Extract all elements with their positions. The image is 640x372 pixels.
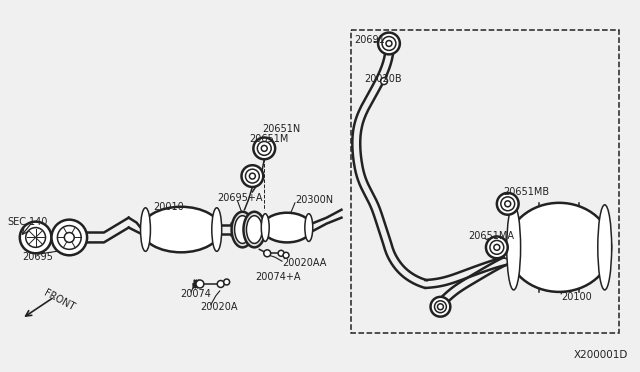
Text: FRONT: FRONT — [42, 288, 76, 312]
Ellipse shape — [212, 208, 221, 251]
Circle shape — [20, 222, 51, 253]
Ellipse shape — [261, 214, 269, 241]
Ellipse shape — [141, 207, 221, 252]
Circle shape — [241, 165, 263, 187]
Text: 20074: 20074 — [180, 289, 211, 299]
Text: SEC.140: SEC.140 — [7, 217, 47, 227]
Circle shape — [246, 169, 259, 183]
Text: 20651N: 20651N — [262, 124, 301, 134]
Circle shape — [501, 197, 515, 211]
Circle shape — [486, 237, 508, 258]
Text: 20020AA: 20020AA — [282, 258, 326, 268]
Circle shape — [497, 193, 518, 215]
Ellipse shape — [507, 205, 520, 290]
Ellipse shape — [243, 212, 265, 247]
Ellipse shape — [232, 212, 253, 247]
Circle shape — [26, 228, 45, 247]
Circle shape — [51, 219, 87, 255]
Ellipse shape — [508, 203, 611, 292]
Circle shape — [382, 36, 396, 51]
Circle shape — [431, 297, 451, 317]
Circle shape — [261, 145, 268, 151]
Text: 20651MA: 20651MA — [468, 231, 514, 241]
Text: 20651M: 20651M — [250, 135, 289, 144]
Bar — [351, 30, 619, 333]
Ellipse shape — [235, 216, 250, 243]
Circle shape — [438, 304, 444, 310]
Circle shape — [253, 138, 275, 159]
Ellipse shape — [141, 208, 150, 251]
Ellipse shape — [262, 213, 312, 243]
Text: 20100: 20100 — [561, 292, 592, 302]
Ellipse shape — [305, 214, 313, 241]
Text: 20695+A: 20695+A — [218, 193, 263, 203]
Circle shape — [278, 250, 284, 256]
Text: X200001D: X200001D — [574, 350, 628, 360]
Circle shape — [494, 244, 500, 250]
Circle shape — [505, 201, 511, 207]
Circle shape — [283, 252, 289, 258]
Ellipse shape — [598, 205, 612, 290]
Circle shape — [490, 240, 504, 254]
Text: 20691: 20691 — [355, 35, 385, 45]
Text: 20300N: 20300N — [295, 195, 333, 205]
Circle shape — [381, 78, 387, 84]
Text: 20651MB: 20651MB — [503, 187, 549, 197]
Circle shape — [217, 280, 224, 288]
Text: 20074+A: 20074+A — [255, 272, 301, 282]
Circle shape — [250, 173, 255, 179]
Text: 20020A: 20020A — [200, 302, 237, 312]
Circle shape — [264, 250, 271, 257]
Circle shape — [435, 301, 446, 313]
Circle shape — [386, 41, 392, 46]
Circle shape — [378, 33, 400, 54]
Circle shape — [58, 225, 81, 249]
Circle shape — [196, 280, 204, 288]
Text: 20695: 20695 — [22, 252, 52, 262]
Circle shape — [257, 141, 271, 155]
Text: 20020B: 20020B — [364, 74, 402, 84]
Text: 20010: 20010 — [154, 202, 184, 212]
Circle shape — [65, 232, 74, 243]
Ellipse shape — [246, 216, 262, 243]
Circle shape — [223, 279, 230, 285]
